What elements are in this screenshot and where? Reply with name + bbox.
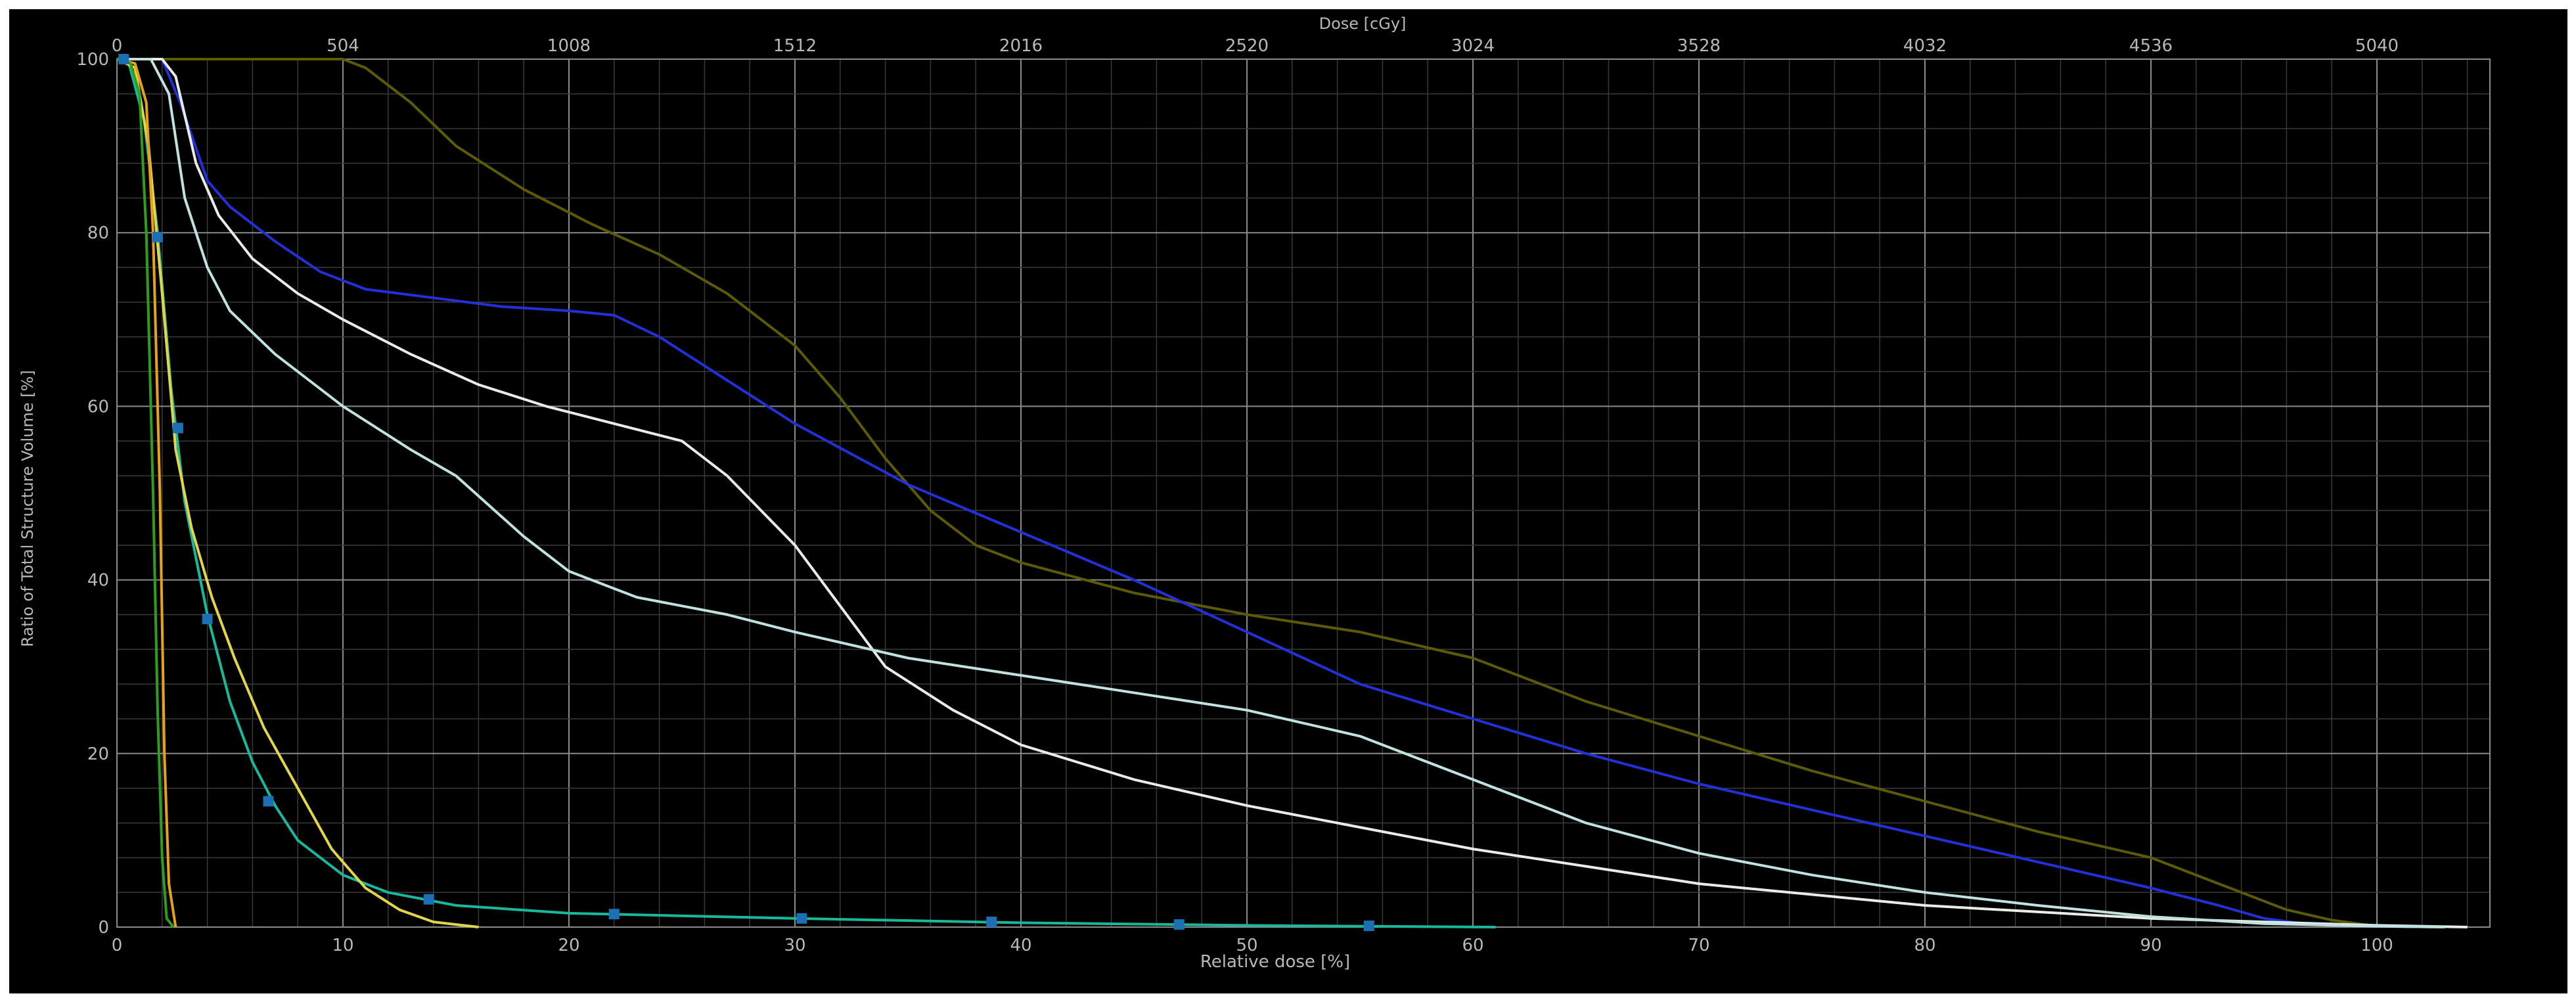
x-axis-ticks: 0 10 20 30 40 50 60 70 80 90 100: [112, 936, 2393, 955]
top-tick-label: 1512: [773, 36, 817, 56]
top-tick-label: 2520: [1225, 36, 1269, 56]
series-marker: [1363, 921, 1374, 932]
top-tick-label: 4032: [1903, 36, 1947, 56]
x-tick-label: 20: [558, 936, 579, 955]
series-line-3: [117, 58, 2468, 928]
x-tick-label: 70: [1688, 936, 1709, 955]
series-line-1: [117, 58, 2445, 928]
series-marker: [986, 917, 997, 928]
series-marker: [796, 913, 807, 924]
top-tick-label: 3528: [1677, 36, 1721, 56]
series-line-2: [117, 58, 2445, 928]
series-line-8: [116, 58, 175, 928]
x-tick-label: 10: [332, 936, 353, 955]
marker-group: [118, 54, 1374, 932]
top-tick-label: 1008: [547, 36, 591, 56]
x-tick-label: 90: [2140, 936, 2161, 955]
series-marker: [172, 422, 183, 434]
dvh-chart: 0 10 20 30 40 50 60 70 80 90 100 0 20 40 60 80 100 0 504…: [18, 14, 2491, 972]
series-line-6: [116, 58, 479, 928]
top-axis-title: Dose [cGy]: [1319, 14, 1407, 33]
series-line-5: [116, 58, 1496, 928]
y-tick-label: 60: [87, 397, 109, 417]
y-tick-label: 80: [87, 223, 109, 243]
top-tick-label: 504: [327, 36, 359, 56]
grid-lines: [117, 59, 2490, 927]
top-tick-label: 5040: [2355, 36, 2399, 56]
x-tick-label: 50: [1236, 936, 1257, 955]
x-tick-label: 40: [1010, 936, 1031, 955]
x-tick-label: 30: [784, 936, 805, 955]
series-marker: [608, 909, 620, 920]
series-marker: [423, 894, 434, 905]
y-axis-title: Ratio of Total Structure Volume [%]: [18, 370, 37, 647]
x-tick-label: 80: [1914, 936, 1935, 955]
series-marker: [263, 796, 274, 807]
dvh-chart-panel: 0 10 20 30 40 50 60 70 80 90 100 0 20 40 60 80 100 0 504…: [9, 9, 2567, 993]
series-marker: [202, 614, 213, 625]
y-tick-label: 20: [87, 744, 109, 764]
top-tick-label: 0: [112, 36, 123, 56]
x-tick-label: 100: [2361, 936, 2393, 955]
x-tick-label: 0: [112, 936, 123, 955]
top-tick-label: 3024: [1451, 36, 1495, 56]
plot-border: [116, 58, 2491, 928]
x-tick-label: 60: [1462, 936, 1483, 955]
x-axis-title: Relative dose [%]: [1200, 952, 1350, 972]
series-line-4: [117, 58, 2445, 928]
series-marker: [152, 231, 163, 242]
y-axis-ticks: 0 20 40 60 80 100: [76, 50, 109, 938]
y-tick-label: 0: [98, 918, 109, 938]
series-line-7: [116, 58, 177, 928]
series-marker: [118, 54, 129, 64]
series-marker: [1173, 919, 1185, 930]
y-tick-label: 100: [76, 50, 109, 70]
top-tick-label: 4536: [2129, 36, 2173, 56]
y-tick-label: 40: [87, 571, 109, 591]
top-tick-label: 2016: [999, 36, 1043, 56]
top-axis-ticks: 0 504 1008 1512 2016 2520 3024 3528 4032 4536 5040: [112, 36, 2399, 56]
